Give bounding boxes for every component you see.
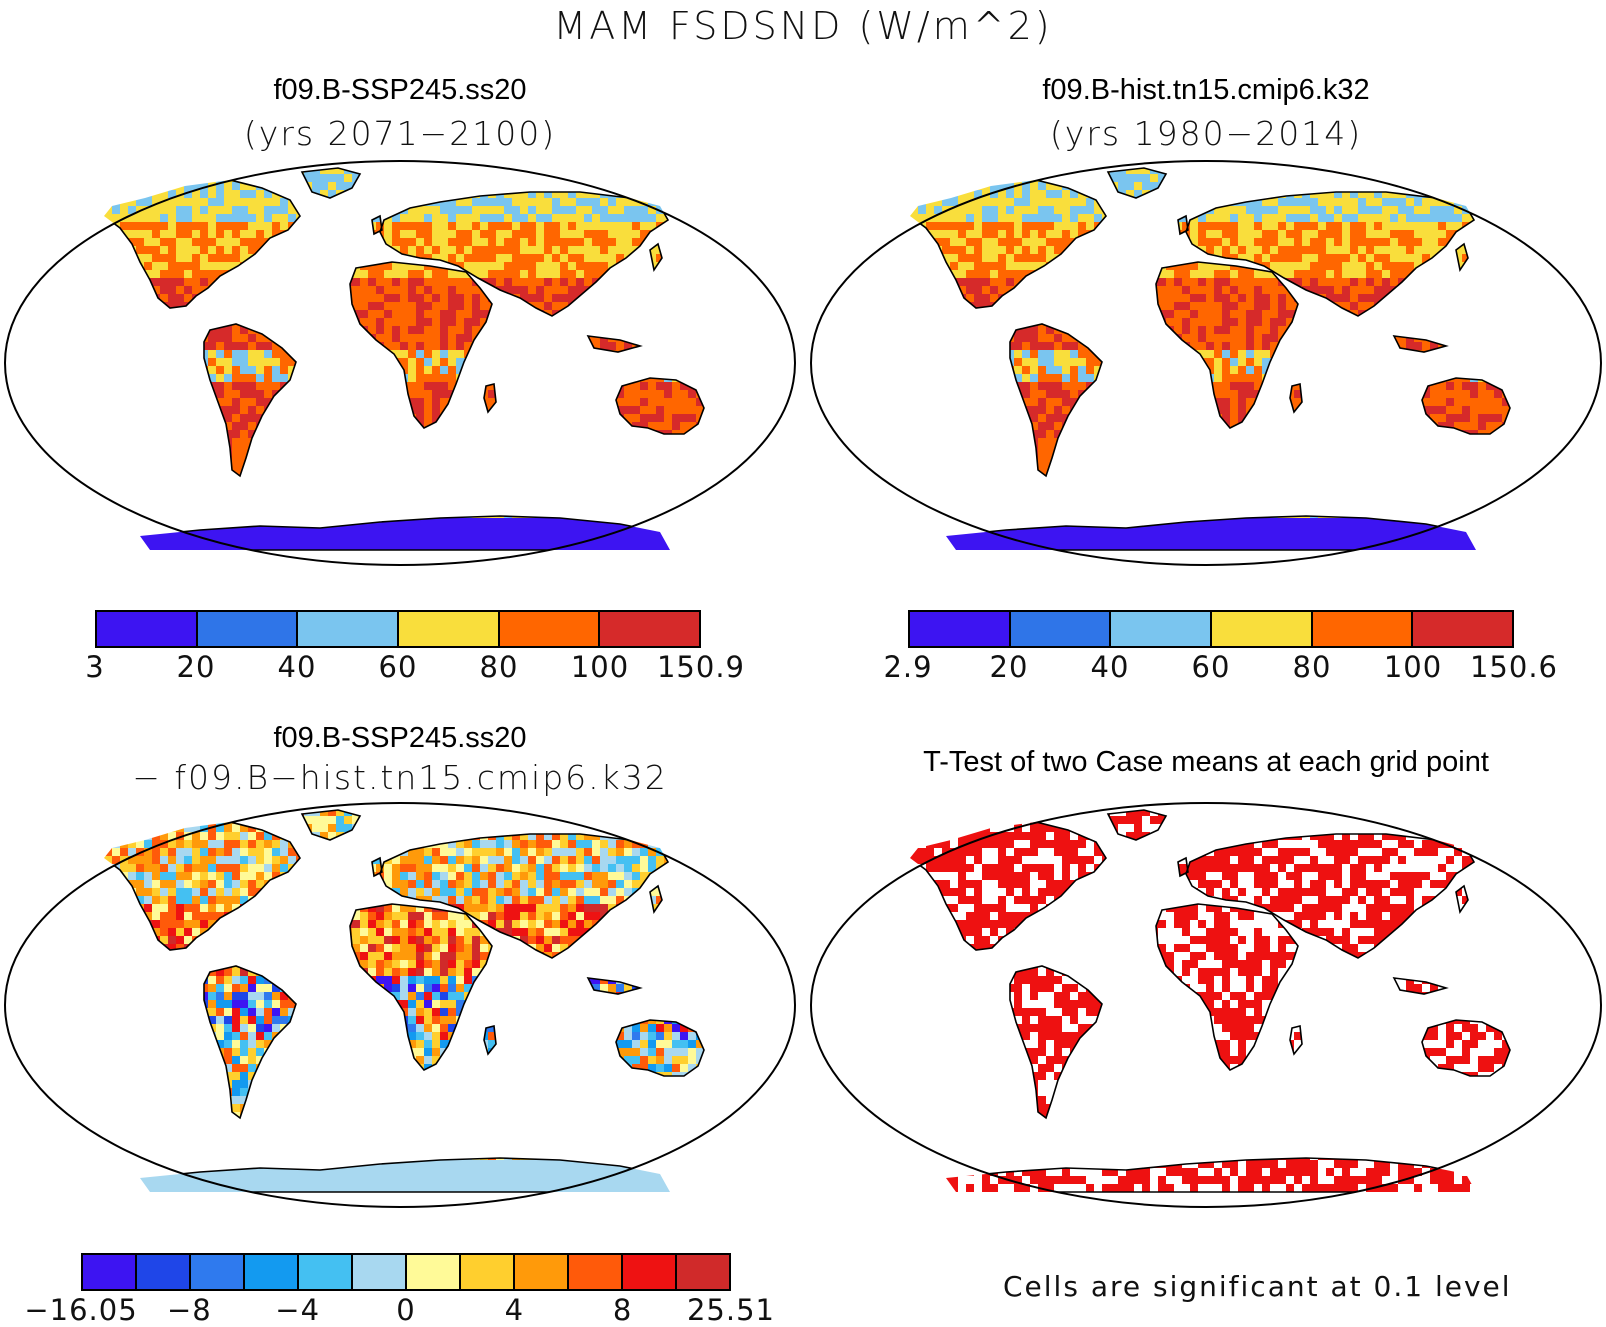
colorbar-tick-label: 0 [396, 1293, 415, 1327]
colorbar-tick-label: 80 [480, 650, 519, 684]
map-hist [806, 158, 1606, 568]
colorbar-swatch [677, 1255, 729, 1289]
colorbar-swatch [1413, 612, 1512, 646]
colorbar-tick-label: 8 [613, 1293, 632, 1327]
colorbar-swatch [910, 612, 1011, 646]
map-ttest [806, 800, 1606, 1210]
colorbar-tick-label: 2.9 [883, 650, 932, 684]
colorbar-difference [81, 1253, 731, 1291]
colorbar-swatch [298, 612, 399, 646]
panel-tr-subtitle: (yrs 1980−2014) [806, 114, 1606, 153]
panel-tl-subtitle: (yrs 2071−2100) [0, 114, 800, 153]
colorbar-swatch [137, 1255, 191, 1289]
colorbar-swatch [97, 612, 198, 646]
colorbar-swatch [245, 1255, 299, 1289]
colorbar-tick-label: −16.05 [24, 1293, 137, 1327]
colorbar-swatch [191, 1255, 245, 1289]
colorbar-swatch [515, 1255, 569, 1289]
significance-footnote: Cells are significant at 0.1 level [1003, 1270, 1512, 1303]
colorbar-swatch [569, 1255, 623, 1289]
colorbar-tick-label: 40 [1091, 650, 1130, 684]
colorbar-tick-label: 80 [1293, 650, 1332, 684]
colorbar-tick-label: 3 [85, 650, 104, 684]
colorbar-swatch [623, 1255, 677, 1289]
colorbar-swatch [353, 1255, 407, 1289]
panel-bl-title: f09.B-SSP245.ss20 [0, 722, 800, 755]
world-map-graphic [806, 158, 1606, 568]
panel-bl-subtitle: − f09.B−hist.tn15.cmip6.k32 [0, 758, 800, 797]
colorbar-swatch [83, 1255, 137, 1289]
colorbar-tick-label: 25.51 [687, 1293, 775, 1327]
colorbar-swatch [399, 612, 500, 646]
panel-br-title: T-Test of two Case means at each grid po… [806, 746, 1606, 779]
colorbar-swatch [1313, 612, 1414, 646]
colorbar-swatch [299, 1255, 353, 1289]
map-difference [0, 800, 800, 1210]
colorbar-swatch [600, 612, 699, 646]
colorbar-tick-label: −4 [275, 1293, 320, 1327]
colorbar-tick-label: 40 [278, 650, 317, 684]
colorbar-tick-label: 60 [379, 650, 418, 684]
world-map-graphic [806, 800, 1606, 1210]
world-map-graphic [0, 158, 800, 568]
colorbar-swatch [1011, 612, 1112, 646]
colorbar-ssp245 [95, 610, 701, 648]
colorbar-swatch [461, 1255, 515, 1289]
world-map-graphic [0, 800, 800, 1210]
panel-tl-title: f09.B-SSP245.ss20 [0, 74, 800, 107]
colorbar-tick-label: 150.9 [657, 650, 745, 684]
colorbar-swatch [407, 1255, 461, 1289]
colorbar-tick-label: −8 [167, 1293, 212, 1327]
colorbar-swatch [500, 612, 601, 646]
colorbar-swatch [1212, 612, 1313, 646]
colorbar-hist [908, 610, 1514, 648]
colorbar-swatch [198, 612, 299, 646]
colorbar-tick-label: 20 [990, 650, 1029, 684]
colorbar-tick-label: 150.6 [1470, 650, 1558, 684]
colorbar-swatch [1111, 612, 1212, 646]
colorbar-tick-label: 20 [177, 650, 216, 684]
colorbar-tick-label: 4 [505, 1293, 524, 1327]
panel-tr-title: f09.B-hist.tn15.cmip6.k32 [806, 74, 1606, 107]
colorbar-tick-label: 100 [1384, 650, 1442, 684]
colorbar-tick-label: 100 [571, 650, 629, 684]
figure-title: MAM FSDSND (W/m^2) [0, 4, 1606, 48]
map-ssp245 [0, 158, 800, 568]
colorbar-tick-label: 60 [1192, 650, 1231, 684]
